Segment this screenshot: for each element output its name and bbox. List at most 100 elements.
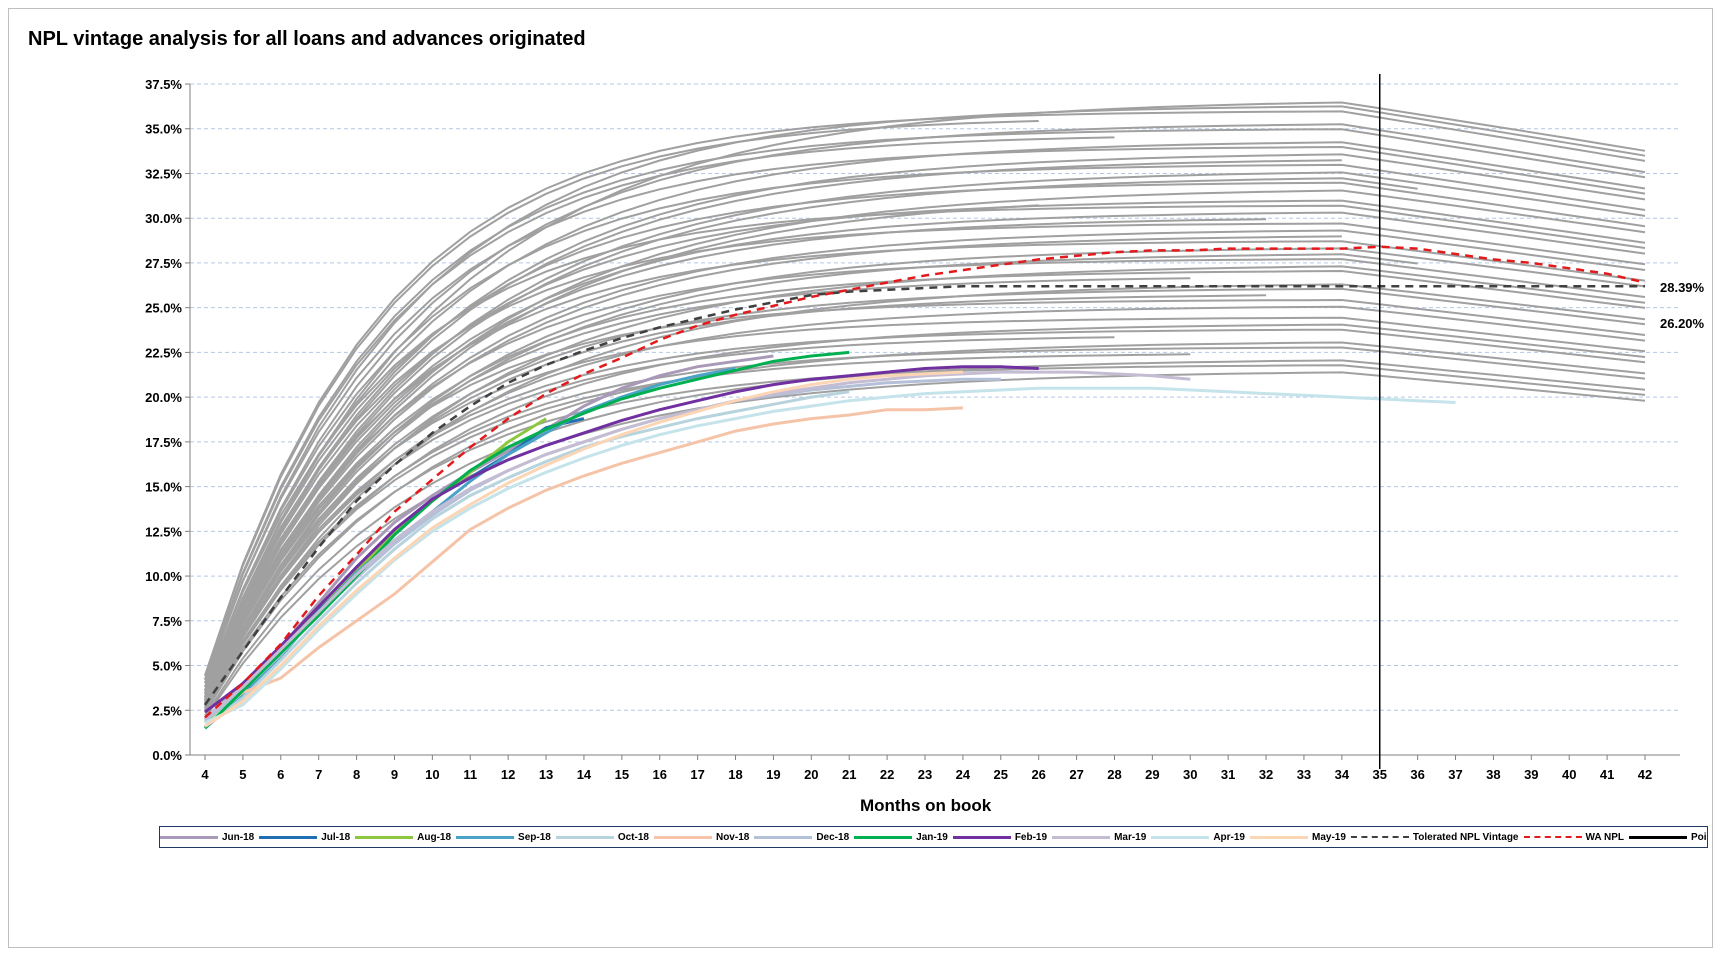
background-vintage-line [204, 136, 1115, 681]
legend-label: Aug-18 [417, 831, 452, 843]
legend-swatch [754, 835, 813, 839]
background-vintage-line [204, 247, 1646, 704]
background-vintage-line [204, 177, 1418, 698]
x-tick-label: 27 [1069, 767, 1083, 782]
x-tick-label: 32 [1259, 767, 1273, 782]
x-tick-label: 7 [315, 767, 322, 782]
tolerated-npl-end-label: 26.20% [1660, 316, 1705, 331]
legend-swatch [259, 835, 318, 839]
legend-swatch [1629, 835, 1688, 839]
series-line-jan-19 [203, 350, 850, 730]
x-tick-label: 39 [1524, 767, 1538, 782]
series-line-feb-19 [204, 365, 1039, 714]
y-tick-label: 2.5% [152, 703, 182, 718]
legend-item: Aug-18 [355, 832, 451, 843]
background-vintage-line [204, 141, 1646, 691]
x-tick-label: 31 [1221, 767, 1235, 782]
x-tick-label: 24 [956, 767, 971, 782]
legend-label: Jan-19 [916, 831, 948, 843]
background-vintage-line [204, 316, 1646, 703]
y-tick-label: 27.5% [145, 256, 182, 271]
x-tick-label: 10 [425, 767, 439, 782]
legend-item: WA NPL [1523, 832, 1624, 843]
x-tick-label: 21 [842, 767, 856, 782]
x-tick-label: 6 [277, 767, 284, 782]
x-tick-label: 11 [463, 767, 477, 782]
legend-label: Apr-19 [1213, 831, 1245, 843]
x-tick-label: 15 [615, 767, 629, 782]
x-tick-label: 28 [1107, 767, 1121, 782]
x-tick-label: 20 [804, 767, 818, 782]
legend-item: Apr-19 [1151, 832, 1245, 843]
series-line-mar-19 [204, 370, 1191, 719]
y-tick-label: 32.5% [145, 166, 182, 181]
legend-label: Oct-18 [617, 831, 649, 843]
x-tick-label: 38 [1486, 767, 1500, 782]
legend-swatch [555, 835, 614, 839]
x-tick-label: 25 [994, 767, 1008, 782]
legend-swatch [1523, 836, 1582, 838]
legend-swatch [1151, 835, 1210, 839]
background-vintage-line [204, 211, 1646, 697]
legend-item: Jan-19 [854, 832, 948, 843]
background-vintage-line [204, 353, 1191, 709]
y-tick-label: 20.0% [145, 390, 182, 405]
legend-label: Dec-18 [816, 831, 850, 843]
y-tick-label: 25.0% [145, 301, 182, 316]
chart-title: NPL vintage analysis for all loans and a… [28, 28, 586, 50]
legend-swatch [456, 835, 515, 839]
x-tick-label: 9 [391, 767, 398, 782]
background-vintage-line [204, 229, 1646, 701]
wa-npl-end-label: 28.39% [1660, 280, 1705, 295]
y-tick-label: 5.0% [152, 659, 182, 674]
x-tick-label: 22 [880, 767, 894, 782]
series-line-oct-18 [204, 390, 850, 728]
x-tick-label: 37 [1448, 767, 1462, 782]
legend-label: Sep-18 [518, 831, 551, 843]
legend-label: Point of Seasoning [1691, 831, 1707, 843]
background-vintage-line [204, 218, 1267, 698]
x-tick-label: 13 [539, 767, 553, 782]
series-line-may-19 [204, 370, 963, 728]
legend-item: Point of Seasoning [1629, 831, 1707, 843]
legend-item: Dec-18 [754, 832, 849, 843]
y-tick-label: 35.0% [145, 122, 182, 137]
x-tick-label: 26 [1031, 767, 1045, 782]
background-vintage-line [204, 253, 1418, 704]
x-tick-label: 36 [1410, 767, 1424, 782]
background-vintage-line [204, 341, 1646, 714]
legend-item: Oct-18 [555, 831, 649, 843]
x-tick-label: 40 [1562, 767, 1576, 782]
series-line-wa-npl [204, 245, 1646, 719]
background-vintage-line [204, 235, 1342, 701]
legend-item: Feb-19 [952, 831, 1048, 843]
series-line-tolerated-npl-vintage [203, 284, 1645, 706]
y-tick-label: 0.0% [152, 748, 182, 763]
legend-label: Feb-19 [1014, 831, 1048, 843]
background-vintage-line [204, 265, 1646, 707]
x-tick-label: 19 [766, 767, 780, 782]
y-tick-label: 12.5% [145, 524, 182, 539]
background-vintage-line [204, 181, 1646, 691]
legend-label: May-19 [1312, 831, 1346, 843]
legend-swatch [1250, 835, 1308, 839]
legend-swatch [1350, 836, 1409, 838]
legend-swatch [854, 835, 913, 839]
legend-item: Jul-18 [259, 832, 350, 843]
background-vintage-line [204, 204, 1039, 701]
x-tick-label: 35 [1373, 767, 1387, 782]
x-tick-label: 41 [1600, 767, 1614, 782]
x-tick-label: 17 [690, 767, 704, 782]
legend-label: Jul-18 [321, 831, 351, 843]
x-tick-label: 29 [1145, 767, 1159, 782]
chart-legend: Jun-18 Jul-18 Aug-18 Sep-18 Oct-18 Nov-18 Dec-… [159, 826, 1708, 848]
background-vintage-line [204, 283, 1646, 710]
x-tick-label: 16 [653, 767, 667, 782]
background-vintage-line [204, 336, 1115, 706]
legend-item: Nov-18 [653, 832, 749, 843]
x-tick-label: 8 [353, 767, 360, 782]
background-vintage-line [204, 123, 1646, 688]
x-tick-label: 4 [201, 767, 209, 782]
x-tick-label: 14 [577, 767, 592, 782]
background-vintage-line [204, 101, 1646, 692]
